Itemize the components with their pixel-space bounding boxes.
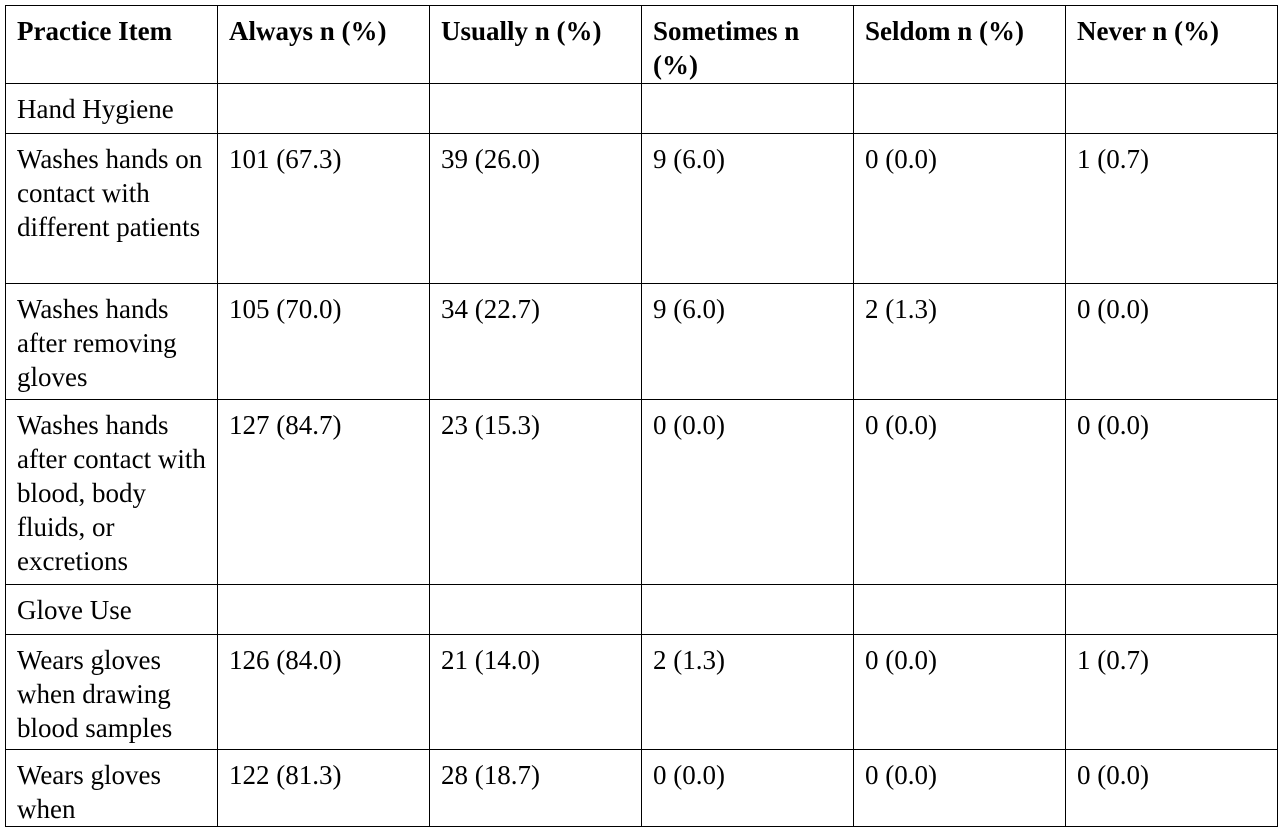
value-cell: 0 (0.0) (641, 399, 854, 585)
table-header: Practice Item Always n (%) Usually n (%) So… (5, 5, 1278, 84)
value-text: 0 (0.0) (653, 760, 725, 790)
header-row: Practice Item Always n (%) Usually n (%) So… (5, 5, 1278, 84)
header-cell: Never n (%) (1065, 5, 1278, 84)
value-cell: 0 (0.0) (641, 749, 854, 827)
value-text: 9 (6.0) (653, 144, 725, 174)
item-cell: Washes hands after removing gloves (5, 283, 218, 400)
header-cell: Practice Item (5, 5, 218, 84)
section-row: Hand Hygiene (5, 83, 1278, 134)
value-cell (853, 584, 1066, 635)
item-text: Washes hands on contact with different p… (17, 144, 203, 242)
value-cell: 126 (84.0) (217, 634, 430, 750)
value-cell: 122 (81.3) (217, 749, 430, 827)
value-cell (217, 584, 430, 635)
value-cell (429, 83, 642, 134)
value-cell (853, 83, 1066, 134)
data-row: Wears gloves when drawing blood samples 1… (5, 634, 1278, 750)
data-row: Washes hands after removing gloves 105 (7… (5, 283, 1278, 400)
value-cell: 0 (0.0) (1065, 749, 1278, 827)
value-cell: 0 (0.0) (853, 399, 1066, 585)
section-row: Glove Use (5, 584, 1278, 635)
value-cell: 101 (67.3) (217, 133, 430, 284)
value-cell: 23 (15.3) (429, 399, 642, 585)
item-cell: Washes hands after contact with blood, b… (5, 399, 218, 585)
value-text: 23 (15.3) (441, 410, 540, 440)
value-cell: 105 (70.0) (217, 283, 430, 400)
data-row: Washes hands after contact with blood, b… (5, 399, 1278, 585)
header-cell: Seldom n (%) (853, 5, 1066, 84)
value-text: 105 (70.0) (229, 294, 342, 324)
value-cell: 0 (0.0) (1065, 399, 1278, 585)
value-cell: 0 (0.0) (1065, 283, 1278, 400)
item-text: Glove Use (17, 595, 132, 625)
item-text: Washes hands after removing gloves (17, 294, 177, 392)
item-text: Hand Hygiene (17, 94, 174, 124)
value-cell: 21 (14.0) (429, 634, 642, 750)
value-cell: 0 (0.0) (853, 133, 1066, 284)
value-cell: 39 (26.0) (429, 133, 642, 284)
value-cell: 2 (1.3) (641, 634, 854, 750)
value-text: 39 (26.0) (441, 144, 540, 174)
item-cell: Wears gloves when drawing blood samples (5, 634, 218, 750)
value-text: 9 (6.0) (653, 294, 725, 324)
value-text: 0 (0.0) (865, 144, 937, 174)
value-cell: 9 (6.0) (641, 283, 854, 400)
value-cell: 1 (0.7) (1065, 133, 1278, 284)
item-cell: Hand Hygiene (5, 83, 218, 134)
data-row: Wears gloves when 122 (81.3) 28 (18.7) 0 (0… (5, 749, 1278, 827)
header-cell: Usually n (%) (429, 5, 642, 84)
item-cell: Glove Use (5, 584, 218, 635)
value-cell: 0 (0.0) (853, 749, 1066, 827)
value-text: 2 (1.3) (865, 294, 937, 324)
value-text: 0 (0.0) (653, 410, 725, 440)
value-text: 0 (0.0) (1077, 760, 1149, 790)
value-cell (641, 584, 854, 635)
value-cell: 127 (84.7) (217, 399, 430, 585)
value-cell: 34 (22.7) (429, 283, 642, 400)
value-text: 34 (22.7) (441, 294, 540, 324)
value-text: 0 (0.0) (865, 410, 937, 440)
value-cell: 28 (18.7) (429, 749, 642, 827)
header-cell: Sometimes n (%) (641, 5, 854, 84)
value-text: 127 (84.7) (229, 410, 342, 440)
value-cell: 0 (0.0) (853, 634, 1066, 750)
value-text: 0 (0.0) (865, 645, 937, 675)
value-text: 21 (14.0) (441, 645, 540, 675)
value-text: 0 (0.0) (1077, 294, 1149, 324)
value-cell (217, 83, 430, 134)
value-text: 0 (0.0) (865, 760, 937, 790)
value-cell (641, 83, 854, 134)
value-text: 28 (18.7) (441, 760, 540, 790)
value-cell: 1 (0.7) (1065, 634, 1278, 750)
table-body: Hand Hygiene Washes hands on contact with… (5, 83, 1278, 827)
value-cell: 2 (1.3) (853, 283, 1066, 400)
value-text: 0 (0.0) (1077, 410, 1149, 440)
value-text: 122 (81.3) (229, 760, 342, 790)
value-text: 126 (84.0) (229, 645, 342, 675)
value-cell: 9 (6.0) (641, 133, 854, 284)
item-text: Wears gloves when (17, 760, 162, 824)
value-text: 1 (0.7) (1077, 144, 1149, 174)
value-cell (1065, 584, 1278, 635)
value-cell (1065, 83, 1278, 134)
header-cell: Always n (%) (217, 5, 430, 84)
value-text: 101 (67.3) (229, 144, 342, 174)
value-cell (429, 584, 642, 635)
practice-table: Practice Item Always n (%) Usually n (%) So… (5, 5, 1278, 827)
item-text: Washes hands after contact with blood, b… (17, 410, 206, 576)
item-text: Wears gloves when drawing blood samples (17, 645, 173, 743)
data-row: Washes hands on contact with different p… (5, 133, 1278, 284)
value-text: 2 (1.3) (653, 645, 725, 675)
value-text: 1 (0.7) (1077, 645, 1149, 675)
item-cell: Washes hands on contact with different p… (5, 133, 218, 284)
item-cell: Wears gloves when (5, 749, 218, 827)
